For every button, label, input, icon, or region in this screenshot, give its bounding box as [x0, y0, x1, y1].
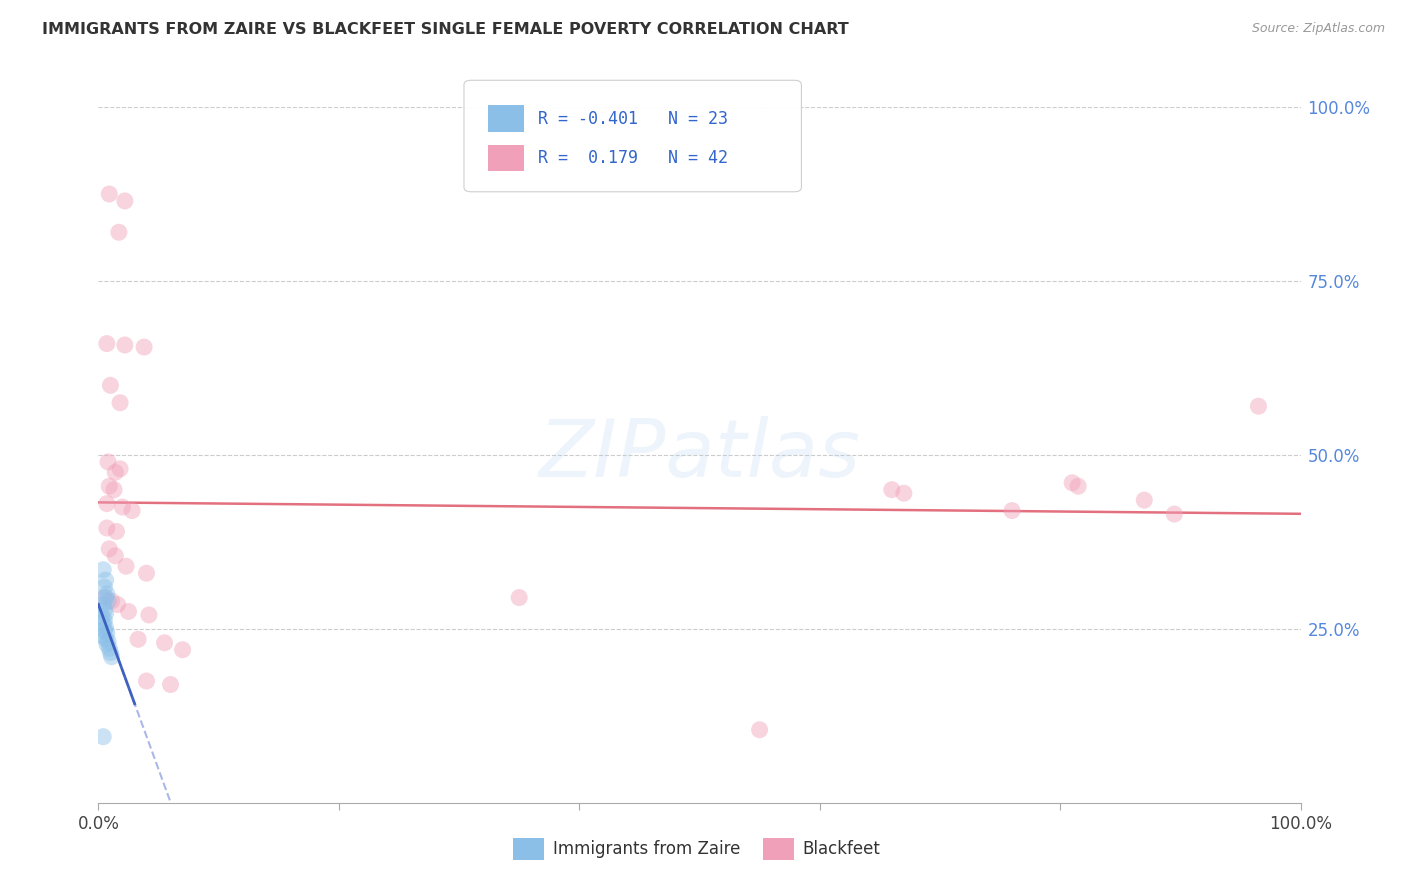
Point: [94, 573, 117, 587]
Point: [1133, 493, 1156, 508]
Point: [97, 634, 120, 648]
Point: [132, 340, 155, 354]
Point: [100, 649, 122, 664]
Point: [96, 521, 118, 535]
Point: [1067, 479, 1090, 493]
Point: [114, 338, 136, 352]
Point: [91, 730, 114, 744]
Point: [94, 620, 117, 634]
Text: ZIPatlas: ZIPatlas: [538, 416, 860, 494]
Point: [100, 594, 122, 608]
Point: [94, 632, 117, 646]
Point: [93, 614, 115, 628]
Text: Source: ZipAtlas.com: Source: ZipAtlas.com: [1251, 22, 1385, 36]
Point: [104, 549, 127, 563]
Point: [96, 637, 118, 651]
Text: Blackfeet: Blackfeet: [803, 840, 880, 858]
Point: [508, 591, 530, 605]
Point: [97, 594, 120, 608]
Point: [96, 587, 118, 601]
Text: IMMIGRANTS FROM ZAIRE VS BLACKFEET SINGLE FEMALE POVERTY CORRELATION CHART: IMMIGRANTS FROM ZAIRE VS BLACKFEET SINGL…: [42, 22, 849, 37]
Point: [159, 677, 181, 691]
Point: [98, 641, 121, 656]
Text: Immigrants from Zaire: Immigrants from Zaire: [553, 840, 740, 858]
Point: [114, 194, 136, 208]
Point: [893, 486, 915, 500]
Point: [100, 646, 122, 660]
Point: [1001, 503, 1024, 517]
Text: R = -0.401   N = 23: R = -0.401 N = 23: [538, 110, 728, 128]
Point: [98, 479, 121, 493]
Point: [97, 455, 120, 469]
Point: [93, 580, 115, 594]
Point: [127, 632, 149, 647]
Point: [111, 500, 134, 514]
Point: [107, 598, 129, 612]
Point: [91, 609, 114, 624]
Point: [91, 629, 114, 643]
Point: [1062, 475, 1084, 490]
Point: [1247, 399, 1270, 413]
Point: [91, 616, 114, 631]
Point: [98, 187, 121, 202]
Point: [115, 559, 138, 574]
Point: [105, 524, 128, 539]
Point: [103, 483, 125, 497]
Point: [135, 566, 157, 581]
Point: [121, 503, 143, 517]
Point: [93, 602, 115, 616]
Point: [94, 591, 117, 605]
Point: [91, 563, 114, 577]
Point: [138, 607, 160, 622]
Text: R =  0.179   N = 42: R = 0.179 N = 42: [538, 149, 728, 167]
Point: [96, 497, 118, 511]
Point: [94, 607, 117, 621]
Point: [108, 225, 131, 239]
Point: [172, 642, 194, 657]
Point: [880, 483, 903, 497]
Point: [153, 636, 176, 650]
Point: [96, 336, 118, 351]
Point: [93, 591, 115, 605]
Point: [100, 378, 122, 392]
Point: [93, 624, 115, 638]
Point: [748, 723, 770, 737]
Point: [96, 626, 118, 640]
Point: [98, 541, 121, 556]
Point: [135, 674, 157, 689]
Point: [108, 396, 131, 410]
Point: [108, 462, 131, 476]
Point: [1163, 507, 1185, 521]
Point: [104, 466, 127, 480]
Point: [91, 598, 114, 612]
Point: [117, 605, 139, 619]
